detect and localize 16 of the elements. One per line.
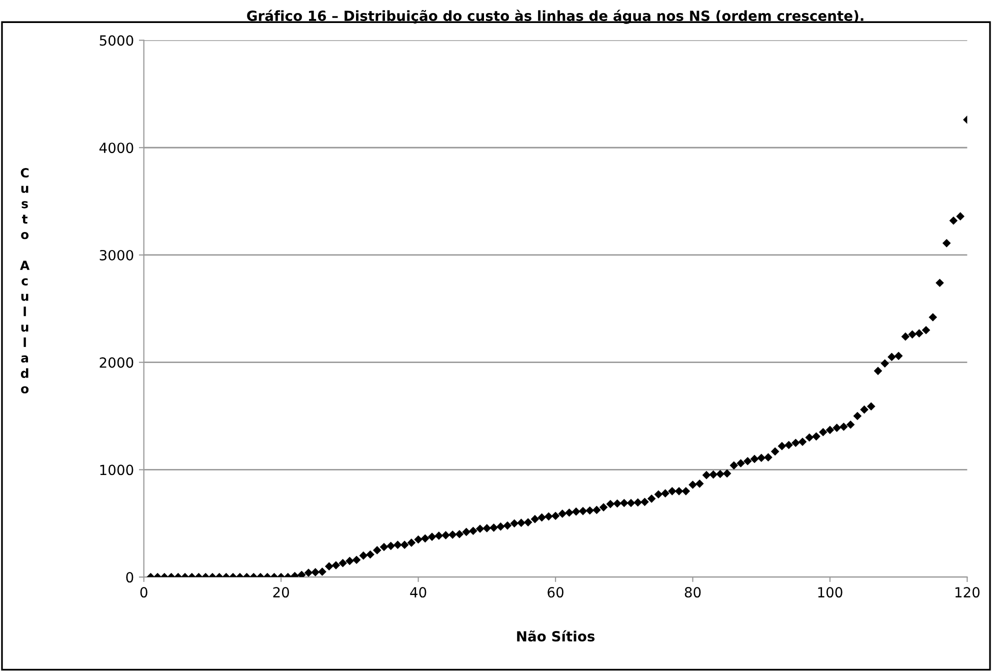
chart-title: Gráfico 16 – Distribuição do custo às linhas de água nos NS (ordem crescente). (247, 10, 864, 24)
y-tick-label: 1000 (100, 464, 134, 476)
x-tick-label: 0 (140, 587, 148, 598)
y-tick-label: 3000 (100, 250, 134, 260)
x-tick-label: 120 (955, 587, 980, 598)
text: Custo Acululado (20, 168, 30, 394)
y-tick-label: 5000 (100, 35, 134, 46)
x-tick-label: 100 (818, 587, 842, 598)
x-axis-title: Não Sítios (517, 630, 595, 642)
x-tick-label: 80 (684, 587, 701, 598)
x-tick-label: 40 (410, 587, 426, 598)
y-tick-label: 2000 (100, 357, 134, 368)
x-tick-label: 60 (548, 587, 564, 598)
y-tick-label: 0 (126, 572, 134, 583)
x-tick-label: 20 (273, 587, 289, 598)
y-tick-label: 4000 (99, 142, 134, 154)
